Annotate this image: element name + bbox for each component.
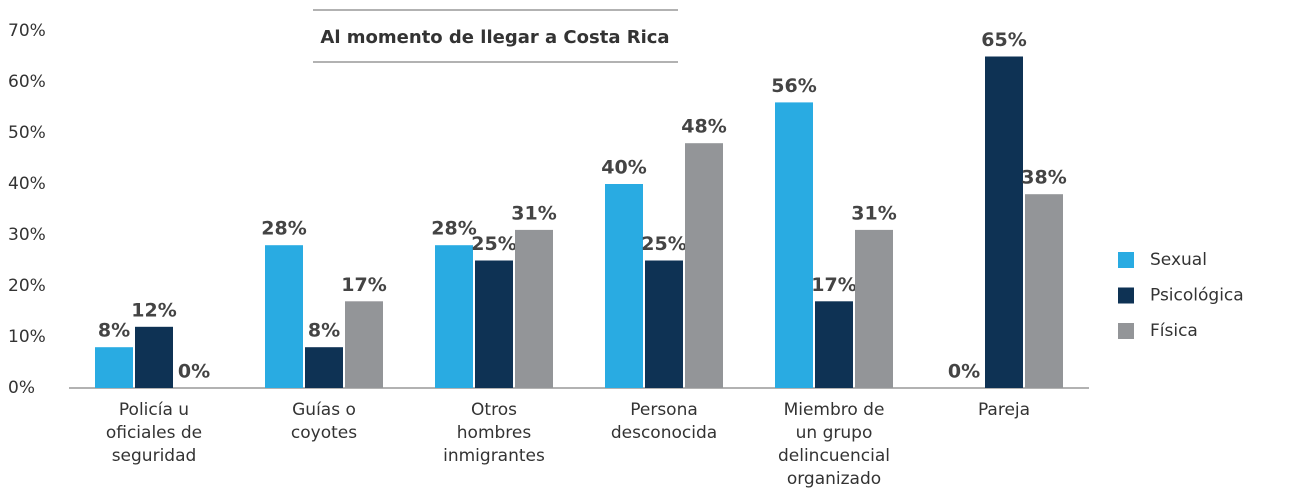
x-tick-label: Policía u oficiales de seguridad <box>106 400 202 466</box>
bar <box>855 229 893 388</box>
value-label: 12% <box>131 299 176 321</box>
value-label: 38% <box>1021 167 1066 189</box>
value-label: 31% <box>511 202 556 224</box>
y-tick-label: 30% <box>8 225 46 245</box>
legend-swatch <box>1118 287 1134 304</box>
legend-label: Sexual <box>1150 250 1207 270</box>
value-label: 28% <box>431 218 476 240</box>
value-label: 48% <box>681 116 726 138</box>
bar <box>815 301 853 388</box>
value-label: 17% <box>811 274 856 296</box>
x-tick-label: Persona desconocida <box>611 400 717 443</box>
bar <box>645 260 683 388</box>
bar <box>345 301 383 388</box>
value-label: 25% <box>471 233 516 255</box>
x-tick-label: Pareja <box>978 400 1030 420</box>
legend-swatch <box>1118 323 1134 339</box>
y-tick-label: 70% <box>8 21 46 41</box>
y-tick-label: 10% <box>8 327 46 347</box>
value-label: 0% <box>178 361 210 383</box>
y-tick-label: 40% <box>8 174 46 194</box>
value-label: 40% <box>601 157 646 179</box>
bar <box>985 56 1023 388</box>
value-label: 56% <box>771 75 816 97</box>
bar <box>95 347 133 388</box>
x-tick-label: Otros hombres inmigrantes <box>443 400 545 466</box>
y-tick-label: 0% <box>8 378 35 398</box>
bar <box>135 326 173 388</box>
legend-swatch <box>1118 252 1134 268</box>
value-label: 28% <box>261 218 306 240</box>
x-tick-label: Miembro de un grupo delincuencial organizad… <box>778 400 890 489</box>
bar <box>435 245 473 388</box>
chart-title: Al momento de llegar a Costa Rica <box>320 27 669 48</box>
bar <box>305 347 343 388</box>
value-label: 0% <box>948 361 980 383</box>
bar <box>515 229 553 388</box>
bar <box>1025 194 1063 388</box>
value-label: 8% <box>308 320 340 342</box>
bar <box>475 260 513 388</box>
value-label: 65% <box>981 29 1026 51</box>
value-label: 31% <box>851 202 896 224</box>
bar <box>605 184 643 388</box>
x-tick-label: Guías o coyotes <box>291 400 357 443</box>
legend-label: Física <box>1150 321 1198 341</box>
value-label: 8% <box>98 320 130 342</box>
y-tick-label: 20% <box>8 276 46 296</box>
value-label: 17% <box>341 274 386 296</box>
bar <box>685 143 723 388</box>
y-tick-label: 50% <box>8 123 46 143</box>
bar <box>775 102 813 389</box>
value-label: 25% <box>641 233 686 255</box>
y-tick-label: 60% <box>8 72 46 92</box>
legend-label: Psicológica <box>1150 286 1244 306</box>
bar <box>265 245 303 388</box>
